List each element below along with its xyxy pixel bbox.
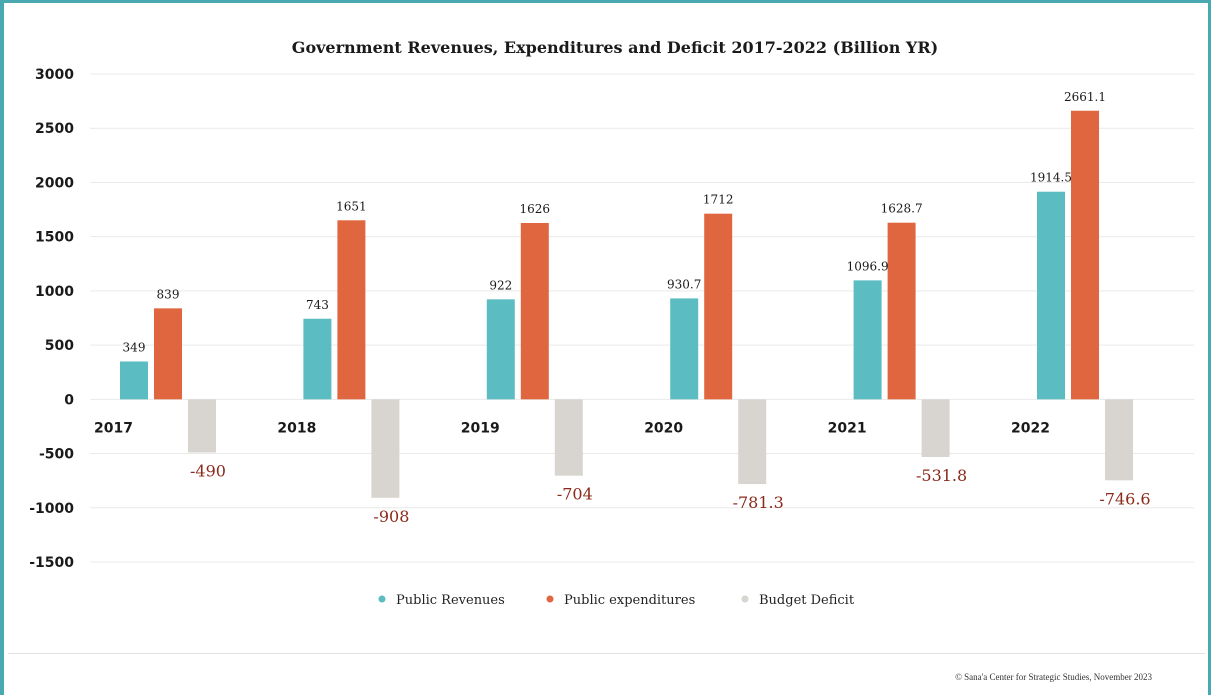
data-label: 349 — [123, 340, 146, 354]
legend-label: Public Revenues — [396, 593, 505, 608]
y-tick-label: -500 — [39, 447, 74, 463]
data-labels: 349 839 -490 743 1651 -908 922 1626 -704 930.7 171… — [123, 90, 1151, 526]
x-tick-label: 2021 — [828, 420, 867, 436]
y-tick-label: 1500 — [35, 230, 74, 246]
x-tick-label: 2020 — [644, 420, 683, 436]
bar-public-expenditures — [337, 220, 366, 400]
bar-budget-deficit — [921, 399, 950, 458]
bar-chart: Government Revenues, Expenditures and De… — [29, 38, 1194, 608]
data-label: -704 — [557, 485, 593, 504]
chart-title: Government Revenues, Expenditures and De… — [292, 38, 938, 57]
footer-divider — [8, 653, 1205, 654]
data-label: 922 — [489, 278, 512, 292]
data-label: -531.8 — [916, 466, 967, 485]
bars — [120, 110, 1133, 498]
bar-budget-deficit — [738, 399, 767, 485]
gridlines — [90, 73, 1194, 563]
data-label: -746.6 — [1099, 489, 1150, 508]
bar-public-revenues — [670, 298, 699, 400]
bar-public-revenues — [303, 318, 332, 400]
legend-label: Budget Deficit — [759, 593, 855, 608]
y-tick-label: 2500 — [35, 121, 74, 137]
x-tick-label: 2017 — [94, 420, 133, 436]
x-tick-label: 2018 — [277, 420, 316, 436]
bar-budget-deficit — [554, 399, 583, 476]
bar-public-revenues — [486, 299, 515, 400]
y-tick-label: 500 — [45, 338, 74, 354]
y-tick-label: 2000 — [35, 175, 74, 191]
legend-marker — [378, 595, 386, 603]
data-label: 2661.1 — [1064, 90, 1106, 104]
data-label: -781.3 — [733, 493, 784, 512]
legend-marker — [741, 595, 749, 603]
data-label: -490 — [190, 461, 226, 480]
footer-credit: © Sana'a Center for Strategic Studies, N… — [955, 672, 1152, 682]
data-label: 1651 — [336, 199, 367, 213]
bar-public-expenditures — [887, 222, 916, 400]
x-axis-ticks: 2017 2018 2019 2020 2021 2022 — [94, 420, 1050, 436]
data-label: 1914.5 — [1030, 171, 1072, 185]
bar-public-expenditures — [520, 223, 549, 400]
y-tick-label: 1000 — [35, 284, 74, 300]
data-label: 1712 — [703, 193, 734, 207]
bar-public-expenditures — [1071, 110, 1099, 400]
legend-marker — [546, 595, 554, 603]
data-label: 930.7 — [667, 277, 701, 291]
bar-budget-deficit — [1105, 399, 1133, 481]
bar-budget-deficit — [371, 399, 400, 498]
legend: Public Revenues Public expenditures Budget… — [378, 593, 855, 608]
data-label: 743 — [306, 298, 329, 312]
y-tick-label: 3000 — [35, 67, 74, 83]
x-tick-label: 2022 — [1011, 420, 1050, 436]
data-label: -908 — [373, 507, 409, 526]
y-tick-label: 0 — [64, 392, 74, 408]
data-label: 1628.7 — [881, 202, 923, 216]
y-axis-ticks: 3000 2500 2000 1500 1000 500 0 -500 -1000 -1500 — [29, 67, 74, 571]
y-tick-label: -1500 — [29, 555, 74, 571]
bar-public-revenues — [1037, 191, 1065, 400]
x-tick-label: 2019 — [461, 420, 500, 436]
legend-label: Public expenditures — [564, 593, 695, 608]
y-tick-label: -1000 — [29, 501, 74, 517]
data-label: 1096.9 — [847, 259, 889, 273]
bar-budget-deficit — [188, 399, 216, 453]
bar-public-revenues — [853, 280, 882, 400]
bar-public-expenditures — [154, 308, 182, 400]
bar-public-expenditures — [704, 213, 733, 400]
bar-public-revenues — [120, 361, 148, 400]
data-label: 1626 — [520, 202, 551, 216]
data-label: 839 — [157, 287, 180, 301]
